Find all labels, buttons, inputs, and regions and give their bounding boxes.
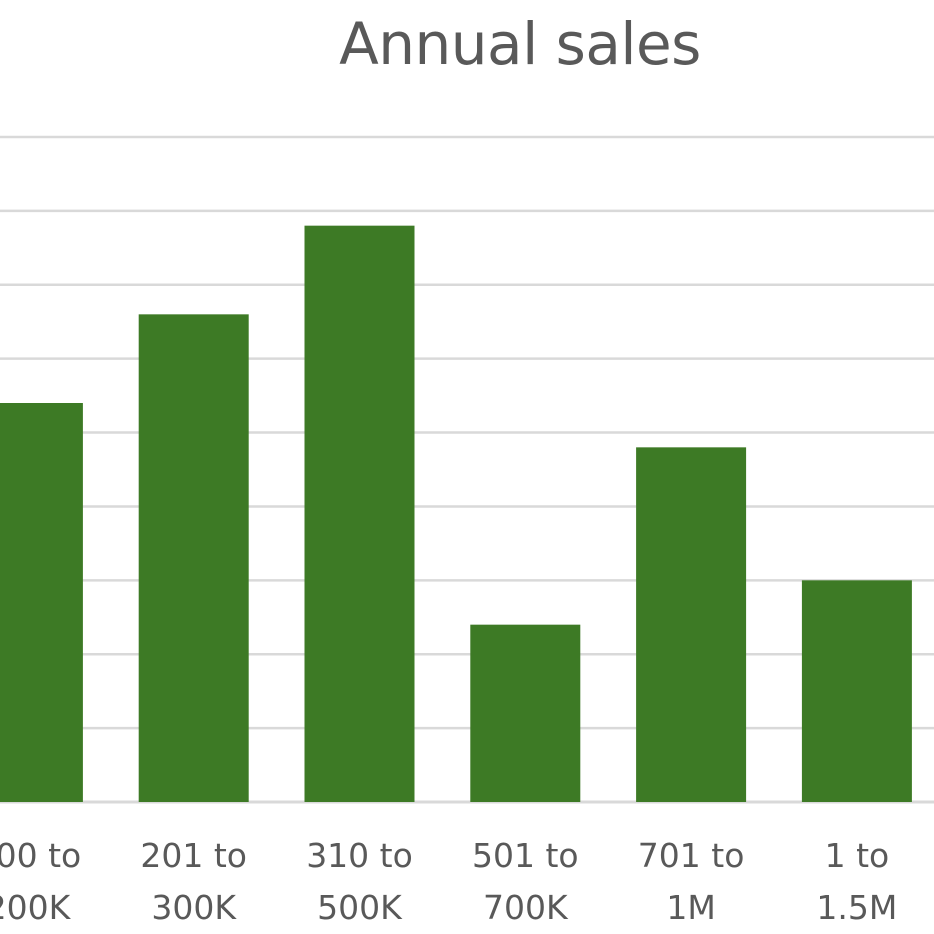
x-tick-label-line: 300K — [151, 888, 237, 927]
bar-2 — [304, 225, 415, 802]
x-tick-label: 501 to 700K — [472, 836, 579, 927]
x-tick-label: 100 to 200K — [0, 836, 81, 927]
bar-4 — [636, 447, 747, 802]
x-tick-label-line: 1M — [666, 888, 715, 927]
bar-1 — [138, 314, 249, 802]
x-tick-label-line: 201 to — [140, 836, 247, 875]
x-tick-label-line: 1.5M — [816, 888, 897, 927]
x-tick-label-line: 701 to — [638, 836, 745, 875]
x-tick-label-line: 501 to — [472, 836, 579, 875]
x-tick-label: 201 to 300K — [140, 836, 247, 927]
x-tick-label: 1 to 1.5M — [816, 836, 897, 927]
x-tick-label-line: 310 to — [306, 836, 413, 875]
x-tick-label: 701 to 1M — [638, 836, 745, 927]
bar-5 — [801, 580, 912, 802]
x-axis-labels: 100 to 200K 201 to 300K 310 to 500K 501 to 700K… — [0, 836, 897, 927]
x-tick-label-line: 500K — [317, 888, 403, 927]
x-tick-label-line: 100 to — [0, 836, 81, 875]
bar-series — [0, 225, 912, 802]
x-tick-label: 310 to 500K — [306, 836, 413, 927]
x-tick-label-line: 700K — [483, 888, 569, 927]
x-tick-label-line: 1 to — [825, 836, 890, 875]
chart-title: Annual sales — [339, 10, 701, 78]
x-tick-label-line: 200K — [0, 888, 72, 927]
bar-3 — [470, 624, 581, 802]
bar-0 — [0, 403, 83, 802]
